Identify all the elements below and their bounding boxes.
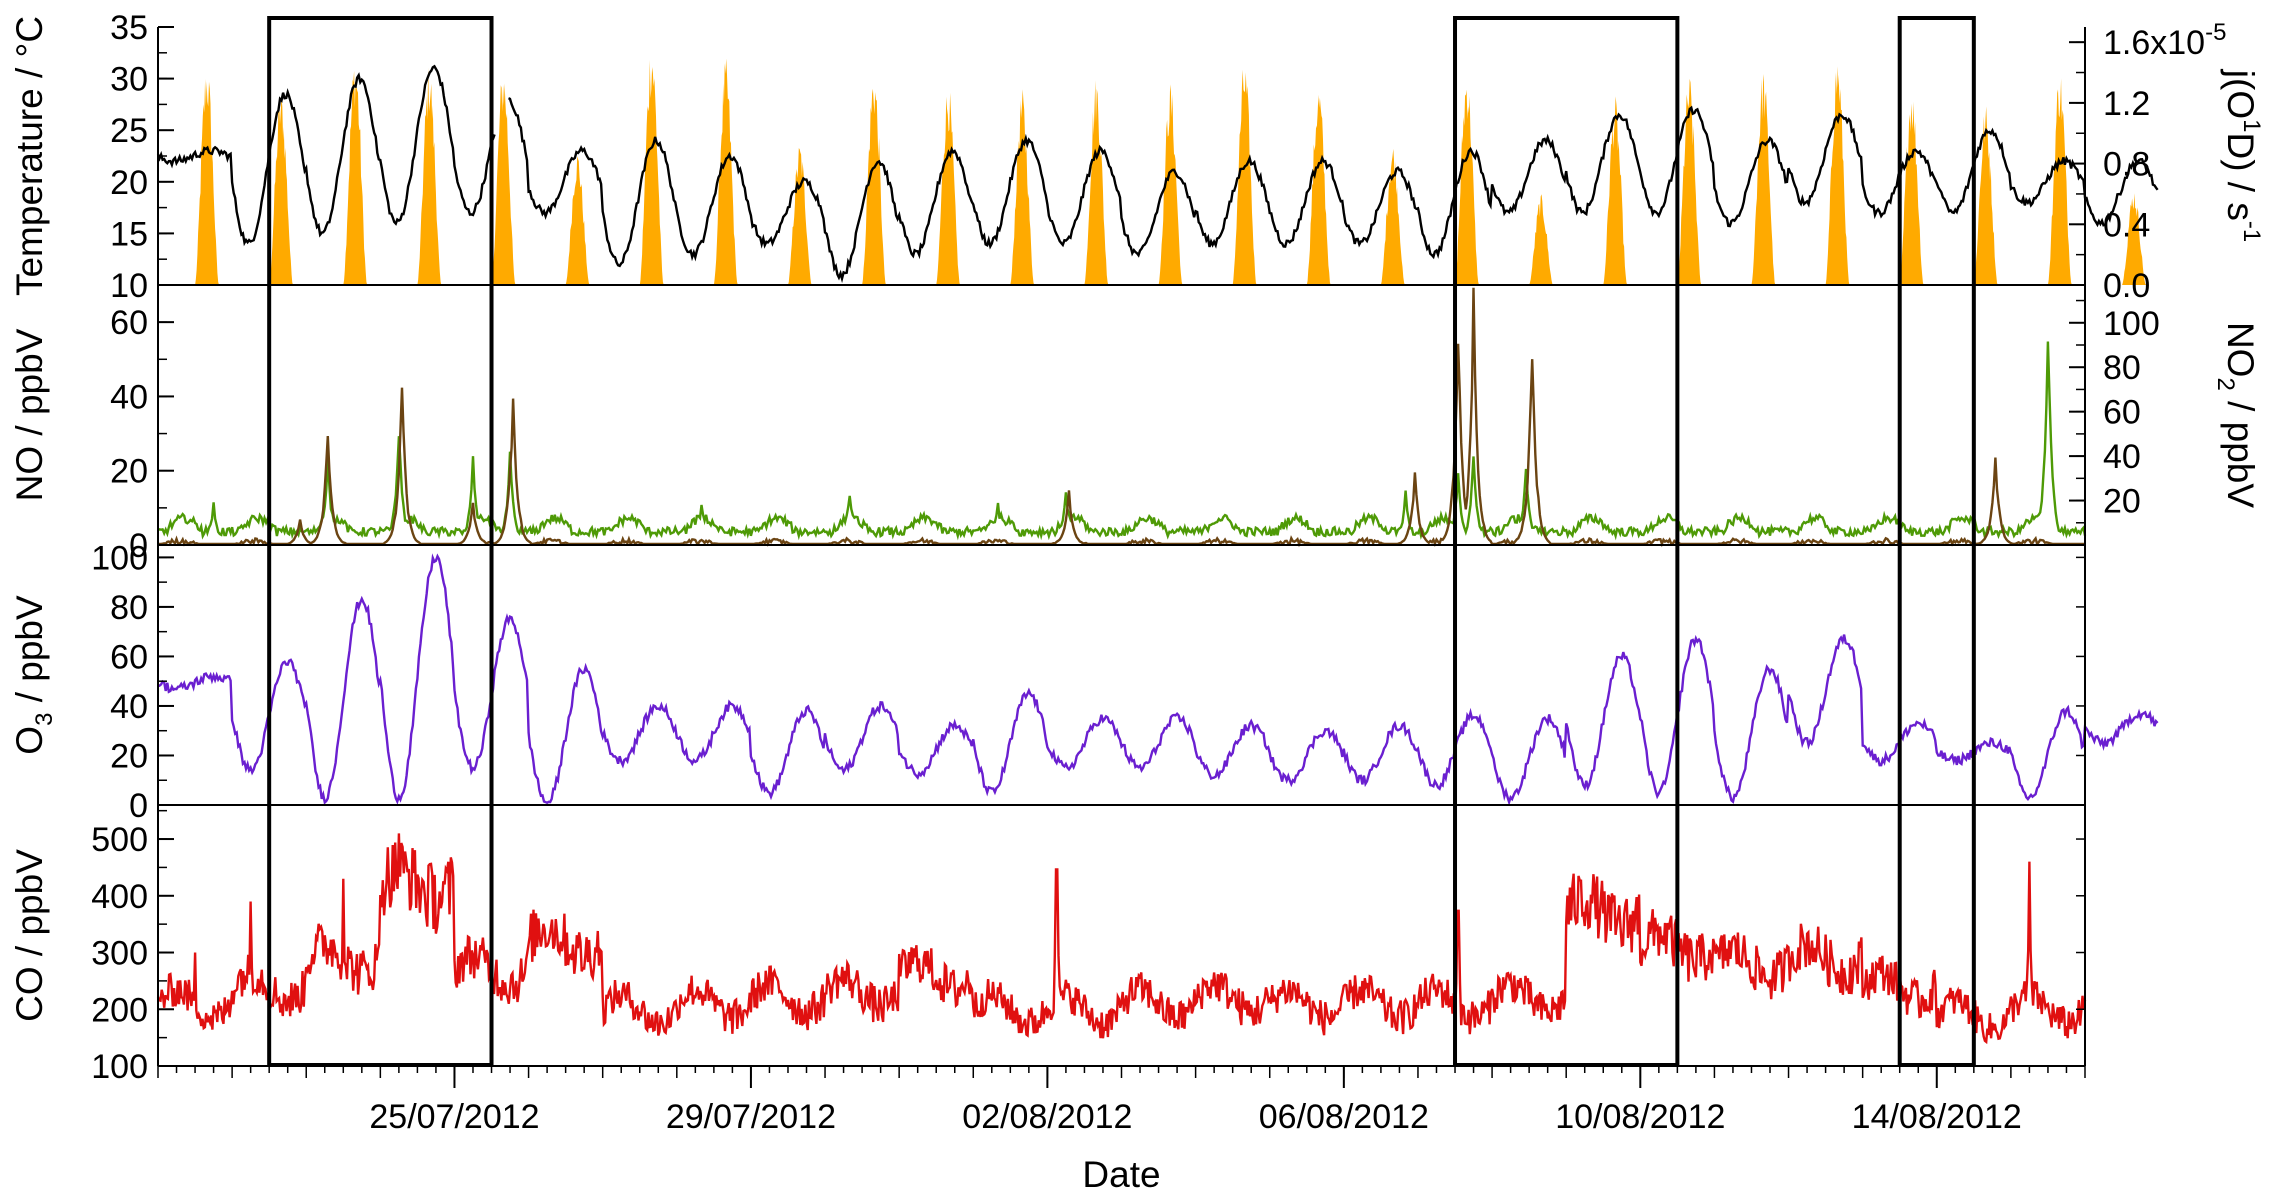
x-tick-label: 02/08/2012 xyxy=(962,1098,1132,1136)
no2-line xyxy=(157,341,2087,541)
y-tick-label: 1.2 xyxy=(2103,85,2150,123)
y-tick-label: 0.8 xyxy=(2103,146,2150,184)
co-line xyxy=(156,833,2087,1045)
y-tick-label: 300 xyxy=(91,935,148,973)
y-tick-label: 20 xyxy=(110,453,148,491)
axis-ticks: 10 15 20 25 30 35 0.0 0.4 0.8 1.2 0 20 40 60 20 40 60 80 1… xyxy=(91,9,2159,1136)
co-axis-label: CO / ppbV xyxy=(9,849,50,1022)
y-tick-label: 60 xyxy=(2103,394,2141,432)
y-tick-label: 60 xyxy=(110,638,148,676)
x-tick-label: 10/08/2012 xyxy=(1555,1098,1725,1136)
y-tick-label: 15 xyxy=(110,215,148,253)
x-tick-label: 06/08/2012 xyxy=(1259,1098,1429,1136)
jo1d-top-tick-label: 1.6x10-5 xyxy=(2103,19,2226,62)
y-tick-label: 200 xyxy=(91,991,148,1029)
y-tick-label: 30 xyxy=(110,61,148,99)
highlight-box xyxy=(1453,16,1680,1067)
x-tick-label: 14/08/2012 xyxy=(1852,1098,2022,1136)
y-tick-label: 25 xyxy=(110,112,148,150)
y-tick-label: 100 xyxy=(91,1048,148,1086)
o3-axis-label: O3 / ppbV xyxy=(9,595,58,755)
panel-frames xyxy=(157,27,2086,1067)
y-tick-label: 100 xyxy=(2103,305,2160,343)
y-tick-label: 500 xyxy=(91,821,148,859)
o3-line xyxy=(157,553,2159,807)
no-line xyxy=(158,287,2085,548)
y-tick-label: 0.4 xyxy=(2103,206,2150,244)
y-tick-label: 80 xyxy=(2103,349,2141,387)
highlight-boxes xyxy=(267,16,1976,1067)
y-tick-label: 20 xyxy=(110,164,148,202)
y-tick-label: 80 xyxy=(110,589,148,627)
x-axis-label: Date xyxy=(1082,1154,1160,1195)
no-axis-label: NO / ppbV xyxy=(9,328,50,501)
y-tick-label: 100 xyxy=(91,539,148,577)
y-tick-label: 40 xyxy=(110,688,148,726)
highlight-box xyxy=(1897,16,1976,1067)
y-tick-label: 20 xyxy=(110,737,148,775)
y-tick-label: 10 xyxy=(110,267,148,305)
y-tick-label: 40 xyxy=(2103,438,2141,476)
y-tick-label: 0.0 xyxy=(2103,267,2150,305)
chart-traces xyxy=(156,58,2160,1045)
x-tick-label: 25/07/2012 xyxy=(369,1098,539,1136)
y-tick-label: 35 xyxy=(110,9,148,47)
y-tick-label: 60 xyxy=(110,304,148,342)
y-tick-label: 400 xyxy=(91,878,148,916)
temperature-line xyxy=(156,64,2159,284)
y-tick-label: 40 xyxy=(110,378,148,416)
y-tick-label: 20 xyxy=(2103,483,2141,521)
y-tick-label: 0 xyxy=(129,527,148,565)
no2-axis-label: NO2 / ppbV xyxy=(2212,322,2261,508)
temperature-axis-label: Temperature / °C xyxy=(9,16,50,296)
jo1d-axis-label: j(O1D) / s-1 xyxy=(2220,69,2265,242)
jo1d-area xyxy=(158,58,2160,285)
x-tick-label: 29/07/2012 xyxy=(666,1098,836,1136)
highlight-box xyxy=(267,16,494,1067)
y-tick-label: 0 xyxy=(129,787,148,825)
